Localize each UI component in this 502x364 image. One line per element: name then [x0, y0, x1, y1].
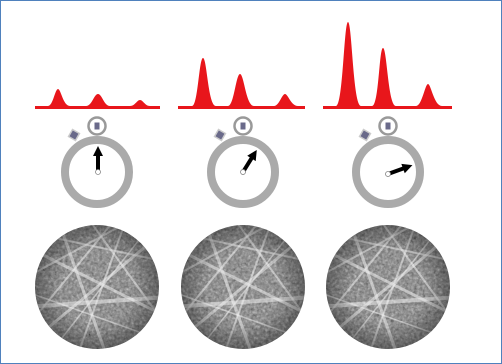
illustration	[0, 0, 502, 364]
